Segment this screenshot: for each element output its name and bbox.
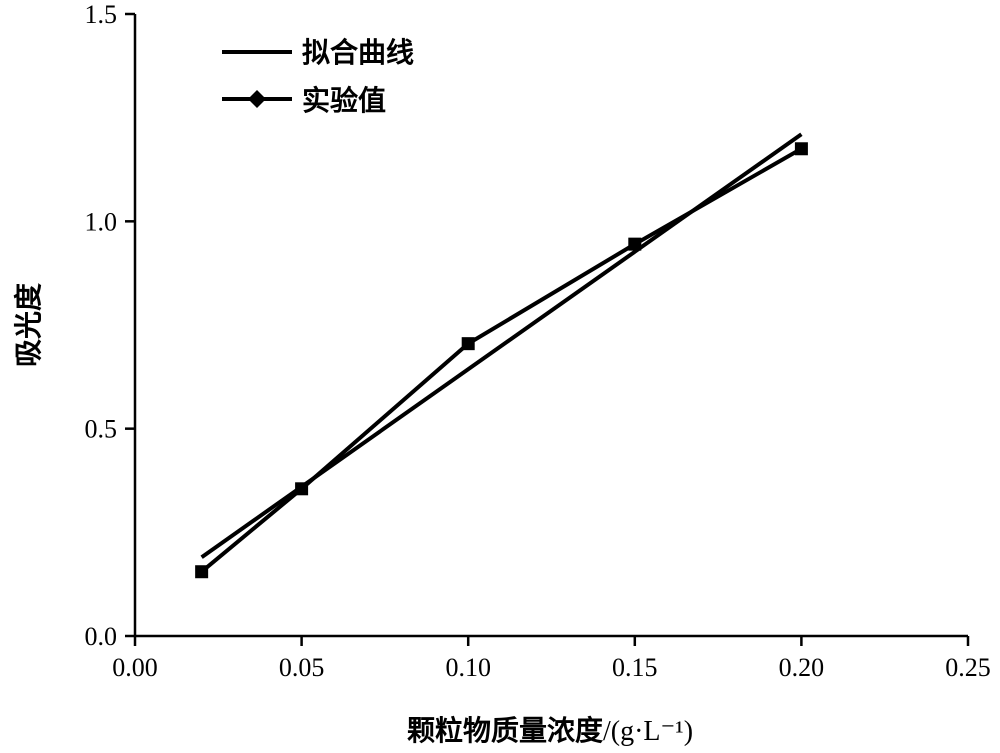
- x-tick-label: 0.00: [112, 653, 158, 682]
- legend-item-fit-curve: 拟合曲线: [222, 36, 414, 69]
- fit-curve-line: [200, 132, 803, 559]
- x-axis-title-unit: /(g·L⁻¹): [603, 716, 693, 747]
- series-fit-curve: [200, 132, 803, 559]
- experimental-point: [461, 337, 475, 351]
- x-axis-title: 颗粒物质量浓度/(g·L⁻¹): [407, 714, 693, 747]
- axes: [133, 14, 968, 638]
- x-tick-label: 0.05: [279, 653, 325, 682]
- experimental-point: [628, 237, 642, 251]
- x-tick-label: 0.10: [445, 653, 491, 682]
- experimental-point: [195, 565, 209, 579]
- x-tick-label: 0.15: [612, 653, 658, 682]
- y-axis-title: 吸光度: [12, 283, 45, 367]
- experimental-point: [295, 482, 309, 496]
- y-tick-label: 0.0: [85, 622, 118, 651]
- y-tick-label: 0.5: [85, 415, 118, 444]
- experimental-point: [794, 142, 808, 156]
- experimental-line: [200, 147, 803, 574]
- legend-label-experimental: 实验值: [302, 84, 386, 117]
- y-tick-label: 1.0: [85, 207, 118, 236]
- series-experimental: [195, 142, 808, 579]
- legend-item-experimental: 实验值: [222, 84, 386, 117]
- x-ticks: 0.00 0.05 0.10 0.15 0.20 0.25: [112, 636, 991, 682]
- x-tick-label: 0.25: [945, 653, 991, 682]
- legend-label-fit-curve: 拟合曲线: [302, 36, 414, 69]
- legend-marker-diamond: [248, 90, 266, 108]
- y-tick-label: 1.5: [85, 0, 118, 29]
- x-tick-label: 0.20: [779, 653, 825, 682]
- legend: 拟合曲线 实验值: [222, 36, 414, 117]
- x-axis-title-text: 颗粒物质量浓度: [407, 714, 603, 747]
- y-ticks: 0.0 0.5 1.0 1.5: [85, 0, 135, 651]
